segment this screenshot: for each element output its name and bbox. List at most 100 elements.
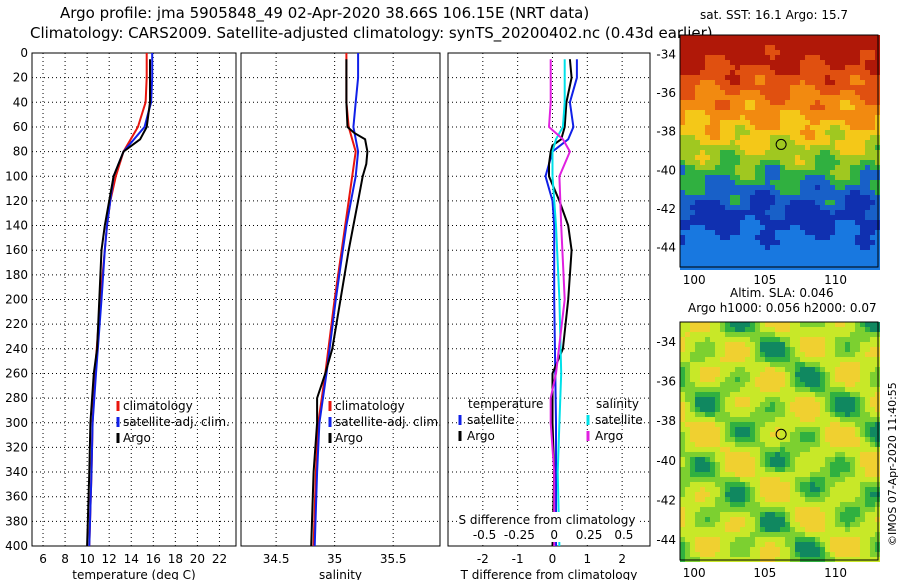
sst-map-cell	[760, 120, 765, 125]
sst-map-cell	[800, 35, 805, 40]
sdiff-label-bg	[458, 512, 638, 542]
sst-map-cell	[840, 75, 845, 80]
sst-map-cell	[820, 225, 825, 230]
x-tick-label-difference: -2	[477, 552, 489, 566]
sla-map-x-tick: 105	[753, 566, 776, 580]
sst-map-cell	[795, 45, 800, 50]
sla-map-cell	[805, 542, 810, 547]
sst-map-cell	[850, 195, 855, 200]
sla-map-cell	[680, 417, 685, 422]
sst-map-cell	[815, 70, 820, 75]
sla-map-cell	[740, 452, 745, 457]
sla-map-cell	[755, 552, 760, 557]
sst-map-cell	[785, 140, 790, 145]
sla-map-cell	[730, 457, 735, 462]
sst-map-cell	[855, 155, 860, 160]
sst-map-cell	[815, 170, 820, 175]
sla-map-cell	[820, 417, 825, 422]
sst-map-cell	[805, 230, 810, 235]
sla-map-cell	[820, 477, 825, 482]
sla-map-cell	[705, 497, 710, 502]
sla-map-cell	[805, 402, 810, 407]
sst-map-cell	[725, 225, 730, 230]
sla-map-cell	[815, 362, 820, 367]
sst-map-cell	[770, 205, 775, 210]
sst-map-cell	[870, 195, 875, 200]
sla-map-cell	[780, 537, 785, 542]
sst-map-cell	[770, 85, 775, 90]
sst-map-cell	[755, 110, 760, 115]
sla-map-cell	[750, 537, 755, 542]
sla-map-cell	[785, 477, 790, 482]
sst-map-cell	[710, 240, 715, 245]
sla-map-cell	[685, 392, 690, 397]
sla-map-cell	[805, 322, 810, 327]
sst-map-cell	[790, 70, 795, 75]
sst-map-cell	[860, 170, 865, 175]
sla-map-cell	[705, 432, 710, 437]
sla-map-cell	[840, 547, 845, 552]
sla-map-cell	[815, 367, 820, 372]
sla-map-cell	[775, 532, 780, 537]
sla-map-cell	[735, 477, 740, 482]
sst-map-cell	[845, 250, 850, 255]
sla-map-cell	[685, 352, 690, 357]
sst-map-cell	[840, 200, 845, 205]
sst-map-cell	[785, 215, 790, 220]
sst-map-cell	[700, 190, 705, 195]
sst-map-cell	[750, 220, 755, 225]
sla-map-cell	[825, 367, 830, 372]
sst-map-cell	[750, 155, 755, 160]
sla-map-cell	[680, 522, 685, 527]
sst-map-cell	[775, 40, 780, 45]
sla-map-cell	[850, 457, 855, 462]
sla-map-cell	[840, 437, 845, 442]
sla-map-cell	[855, 397, 860, 402]
x-tick-label-temperature: 6	[39, 552, 47, 566]
sst-map-cell	[790, 240, 795, 245]
sst-map-cell	[795, 140, 800, 145]
sst-map-cell	[745, 95, 750, 100]
sla-map-cell	[695, 322, 700, 327]
sla-map-cell	[815, 477, 820, 482]
sla-map-cell	[790, 482, 795, 487]
sst-map-cell	[710, 100, 715, 105]
sla-map-cell	[710, 392, 715, 397]
sst-map-cell	[700, 180, 705, 185]
sla-map-cell	[690, 437, 695, 442]
sla-map-cell	[750, 457, 755, 462]
sst-map-cell	[695, 255, 700, 260]
sla-map-cell	[705, 332, 710, 337]
sst-map-cell	[840, 210, 845, 215]
sst-map-cell	[695, 140, 700, 145]
sla-map-cell	[690, 327, 695, 332]
sst-map-cell	[775, 125, 780, 130]
sst-map-cell	[680, 230, 685, 235]
sla-map-cell	[805, 487, 810, 492]
sla-map-cell	[685, 462, 690, 467]
sla-map-cell	[745, 517, 750, 522]
sst-map-cell	[735, 55, 740, 60]
sst-map-cell	[855, 245, 860, 250]
sst-map-cell	[765, 165, 770, 170]
sla-map-cell	[750, 487, 755, 492]
sla-map-cell	[865, 537, 870, 542]
sla-map-cell	[750, 347, 755, 352]
sla-map-cell	[795, 357, 800, 362]
legend-label-salinity-2: Argo	[335, 431, 363, 445]
sst-map-cell	[850, 70, 855, 75]
sst-map-cell	[870, 65, 875, 70]
sst-map-cell	[735, 80, 740, 85]
sst-map-cell	[755, 70, 760, 75]
sla-map-cell	[835, 532, 840, 537]
sla-map-cell	[870, 542, 875, 547]
sla-map-cell	[825, 357, 830, 362]
s-difference-tick-label: -0.25	[504, 528, 535, 542]
sla-map-cell	[795, 482, 800, 487]
sst-map-cell	[745, 130, 750, 135]
sla-map-cell	[855, 547, 860, 552]
sla-map-cell	[800, 527, 805, 532]
sst-map-cell	[770, 150, 775, 155]
sla-map-cell	[735, 347, 740, 352]
sla-map-cell	[700, 437, 705, 442]
